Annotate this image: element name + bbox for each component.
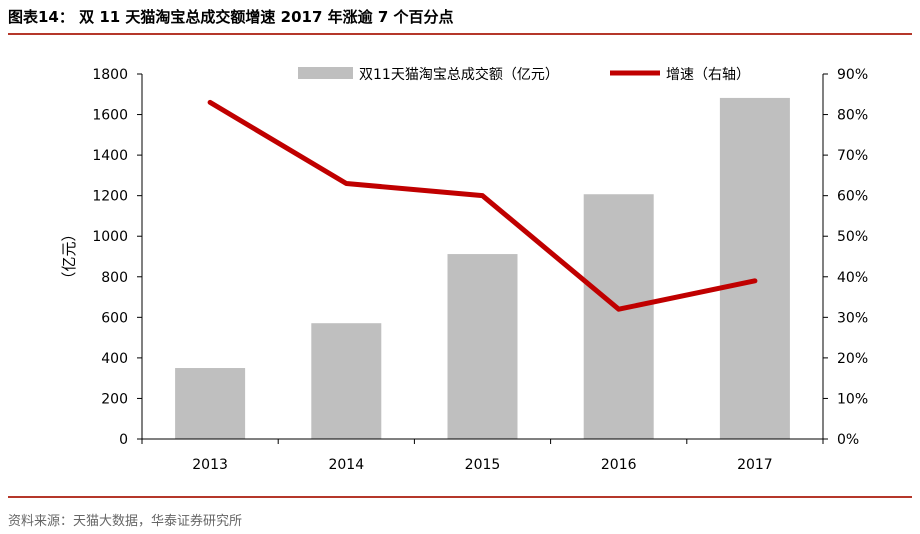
right-tick-label: 20% <box>837 351 868 367</box>
x-tick-label: 2016 <box>601 457 637 473</box>
left-tick-label: 600 <box>101 310 128 326</box>
right-tick-label: 0% <box>837 432 859 448</box>
left-tick-label: 1000 <box>92 229 128 245</box>
right-tick-label: 10% <box>837 391 868 407</box>
x-tick-label: 2013 <box>192 457 228 473</box>
left-tick-label: 1400 <box>92 148 128 164</box>
bar-2014 <box>311 323 382 439</box>
right-tick-label: 70% <box>837 148 868 164</box>
left-tick-label: 0 <box>119 432 128 448</box>
x-tick-label: 2017 <box>737 457 773 473</box>
bar-2017 <box>719 97 790 439</box>
axes: 0 200 400 600 800 1000 1200 1400 1600 1800 0% 10% 20… <box>60 67 868 473</box>
legend-bar-swatch <box>298 67 353 79</box>
line-series <box>207 99 758 312</box>
left-tick-label: 1800 <box>92 67 128 83</box>
right-tick-label: 60% <box>837 189 868 205</box>
right-tick-label: 90% <box>837 67 868 83</box>
right-tick-label: 30% <box>837 310 868 326</box>
bar-2013 <box>175 368 246 439</box>
legend-bar-label: 双11天猫淘宝总成交额（亿元） <box>359 66 559 83</box>
legend: 双11天猫淘宝总成交额（亿元） 增速（右轴） <box>298 66 750 83</box>
chart-title: 图表14： 双 11 天猫淘宝总成交额增速 2017 年涨逾 7 个百分点 <box>8 8 454 26</box>
x-tick-label: 2014 <box>328 457 364 473</box>
left-tick-label: 1600 <box>92 108 128 124</box>
right-tick-label: 50% <box>837 229 868 245</box>
source-note: 资料来源：天猫大数据，华泰证券研究所 <box>8 514 243 529</box>
left-tick-label: 1200 <box>92 189 128 205</box>
bottom-divider <box>8 496 912 498</box>
top-divider <box>8 33 912 35</box>
x-tick-label: 2015 <box>465 457 501 473</box>
bar-series <box>175 97 790 439</box>
left-tick-label: 200 <box>101 391 128 407</box>
bar-2015 <box>447 254 518 439</box>
y-axis-label: （亿元） <box>60 226 78 286</box>
right-tick-label: 40% <box>837 270 868 286</box>
right-tick-label: 80% <box>837 108 868 124</box>
bar-2016 <box>583 194 654 439</box>
left-tick-label: 800 <box>101 270 128 286</box>
legend-line-label: 增速（右轴） <box>666 67 750 83</box>
left-tick-label: 400 <box>101 351 128 367</box>
